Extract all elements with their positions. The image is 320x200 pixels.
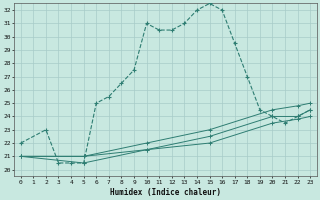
X-axis label: Humidex (Indice chaleur): Humidex (Indice chaleur) bbox=[110, 188, 221, 197]
